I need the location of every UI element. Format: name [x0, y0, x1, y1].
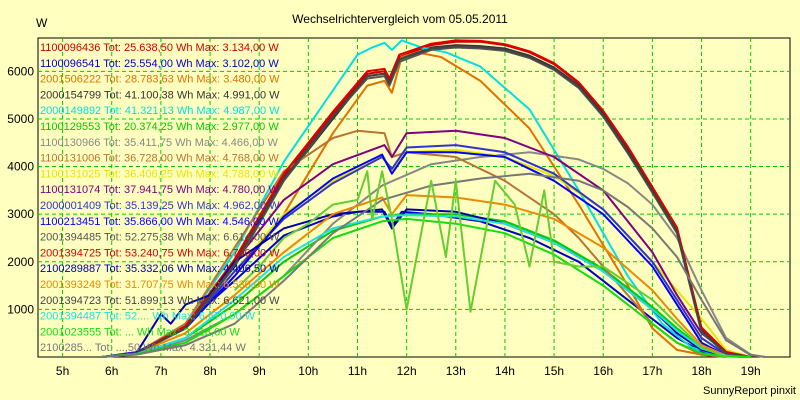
- x-tick-label: 18h: [692, 364, 712, 378]
- y-tick-label: 4000: [7, 160, 34, 174]
- x-tick-label: 11h: [348, 364, 367, 378]
- x-tick-label: 6h: [105, 364, 118, 378]
- legend-entry: 2001506222 Tot: 28.783,63 Wh Max: 3.480,…: [40, 74, 280, 86]
- y-tick-label: 2000: [7, 255, 34, 269]
- legend-entry: 2000149892 Tot: 41.321,13 Wh Max: 4.987,…: [40, 105, 280, 117]
- legend-entry: 2001394723 Tot: 51.899,13 Wh Max: 6.621,…: [40, 295, 280, 307]
- legend-entry: 2000001409 Tot: 35.139,25 Wh Max: 4.962,…: [40, 200, 280, 212]
- legend-entry: 1100129553 Tot: 20.374,25 Wh Max: 2.977,…: [40, 121, 279, 133]
- x-tick-label: 14h: [495, 364, 515, 378]
- chart-title: Wechselrichtervergleich vom 05.05.2011: [292, 12, 508, 26]
- series-line-2100285...: [101, 172, 766, 358]
- series-line-1100096541: [101, 210, 751, 358]
- series-line-1100213451: [101, 151, 751, 358]
- series-line-2001393249: [101, 194, 751, 358]
- series-line-1100129553: [101, 213, 751, 358]
- y-tick-label: 6000: [7, 64, 34, 78]
- x-tick-label: 15h: [544, 364, 564, 378]
- y-axis-label: W: [36, 16, 48, 30]
- legend-entry: 2001394487 Tot: 52.... Wh Max: 6.670,00 …: [40, 311, 256, 323]
- x-tick-label: 17h: [642, 364, 662, 378]
- legend-entry: 2001394485 Tot: 52.275,38 Wh Max: 6.614,…: [40, 232, 280, 244]
- legend-entry: 1100131074 Tot: 37.941,75 Wh Max: 4.780,…: [40, 184, 279, 196]
- x-tick-label: 9h: [252, 364, 265, 378]
- legend-entry: 1100096541 Tot: 25.554,00 Wh Max: 3.102,…: [40, 58, 279, 70]
- series-layer: [101, 39, 766, 358]
- series-line-1100131006: [101, 129, 727, 358]
- x-tick-label: 19h: [741, 364, 761, 378]
- tick-layer: 5h 6h 7h 8h 9h 10h 11h 12h 13h 14h 15h 16h 17h 18h 19h…: [7, 64, 760, 378]
- legend-entry: 2001394725 Tot: 53.240,75 Wh Max: 6.700,…: [40, 247, 280, 259]
- series-line-2001394487: [101, 214, 751, 358]
- x-tick-label: 10h: [298, 364, 318, 378]
- legend-entry: 2100285... Tot: ...,50 Wh Max: 4.321,44 …: [40, 342, 246, 354]
- x-tick-label: 7h: [154, 364, 167, 378]
- x-tick-label: 12h: [397, 364, 417, 378]
- legend-entry: 1100131006 Tot: 36.728,00 Wh Max: 4.768,…: [40, 153, 279, 165]
- legend-entry: 2001023555 Tot: ... Wh Max: 3.418,00 W: [40, 326, 240, 338]
- y-tick-label: 5000: [7, 112, 34, 126]
- x-tick-label: 16h: [593, 364, 613, 378]
- legend-entry: 2001393249 Tot: 31.707,75 Wh Max: 6.530,…: [40, 279, 280, 291]
- series-line-2000001409: [101, 144, 751, 358]
- series-line-2001394725: [101, 39, 751, 358]
- legend-entry: 1100131025 Tot: 36.406,25 Wh Max: 4.788,…: [40, 168, 279, 180]
- y-tick-label: 1000: [7, 302, 34, 316]
- x-tick-label: 8h: [203, 364, 216, 378]
- legend-entry: 1100130966 Tot: 35.411,75 Wh Max: 4.466,…: [40, 137, 279, 149]
- series-line-2100289887: [101, 208, 751, 358]
- series-line-2001023555: [101, 217, 751, 358]
- legend-entry: 2000154799 Tot: 41.100,38 Wh Max: 4.991,…: [40, 89, 280, 101]
- legend-entry: 1100213451 Tot: 35.866,00 Wh Max: 4.546,…: [40, 216, 279, 228]
- x-tick-label: 13h: [446, 364, 466, 378]
- series-line-2001394723: [101, 45, 751, 358]
- legend-layer: 1100096436 Tot: 25.638,50 Wh Max: 3.134,…: [40, 42, 280, 354]
- legend-entry: 1100096436 Tot: 25.638,50 Wh Max: 3.134,…: [40, 42, 279, 54]
- y-tick-label: 3000: [7, 207, 34, 221]
- legend-entry: 2100289887 Tot: 35.332,06 Wh Max: 4.406,…: [40, 263, 280, 275]
- x-tick-label: 5h: [56, 364, 69, 378]
- series-line-flickering: [233, 170, 727, 358]
- credit-text: SunnyReport pinxit: [703, 385, 796, 397]
